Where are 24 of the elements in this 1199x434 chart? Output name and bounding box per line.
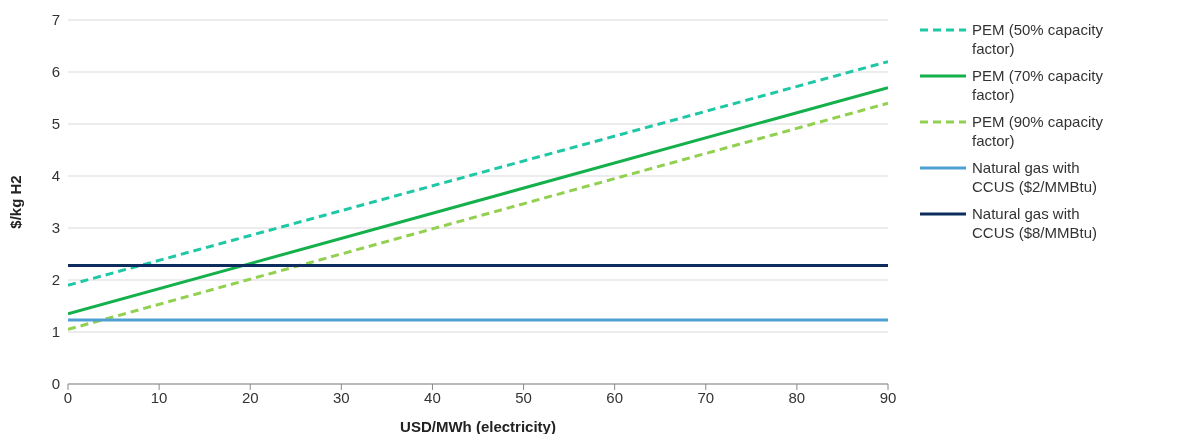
x-tick-label: 90	[879, 388, 897, 406]
x-tick-label: 60	[606, 388, 624, 406]
x-tick-label: 20	[241, 388, 259, 406]
y-tick-label: 4	[51, 167, 60, 185]
x-tick-label: 0	[63, 388, 73, 406]
x-tick-label: 40	[424, 388, 441, 406]
y-tick-label: 5	[51, 115, 60, 133]
legend-label: Natural gas with CCUS ($2/MMBtu)	[972, 158, 1099, 196]
legend-label: Natural gas with CCUS ($8/MMBtu)	[972, 204, 1099, 242]
legend-label: PEM (90% capacity factor)	[972, 112, 1104, 150]
y-axis-title: $/kg H2	[7, 175, 25, 229]
legend-label: PEM (50% capacity factor)	[972, 20, 1104, 58]
x-tick-label: 30	[332, 388, 350, 406]
y-tick-label: 0	[51, 375, 60, 393]
y-tick-label: 3	[51, 219, 60, 237]
legend-label: PEM (70% capacity factor)	[972, 66, 1104, 104]
x-tick-label: 10	[150, 388, 168, 406]
y-tick-label: 1	[51, 323, 60, 341]
x-tick-label: 80	[788, 388, 806, 406]
x-tick-label: 70	[697, 388, 715, 406]
y-tick-label: 7	[51, 11, 60, 29]
y-tick-label: 2	[51, 271, 60, 289]
x-tick-label: 50	[515, 388, 532, 406]
y-tick-label: 6	[51, 63, 60, 81]
